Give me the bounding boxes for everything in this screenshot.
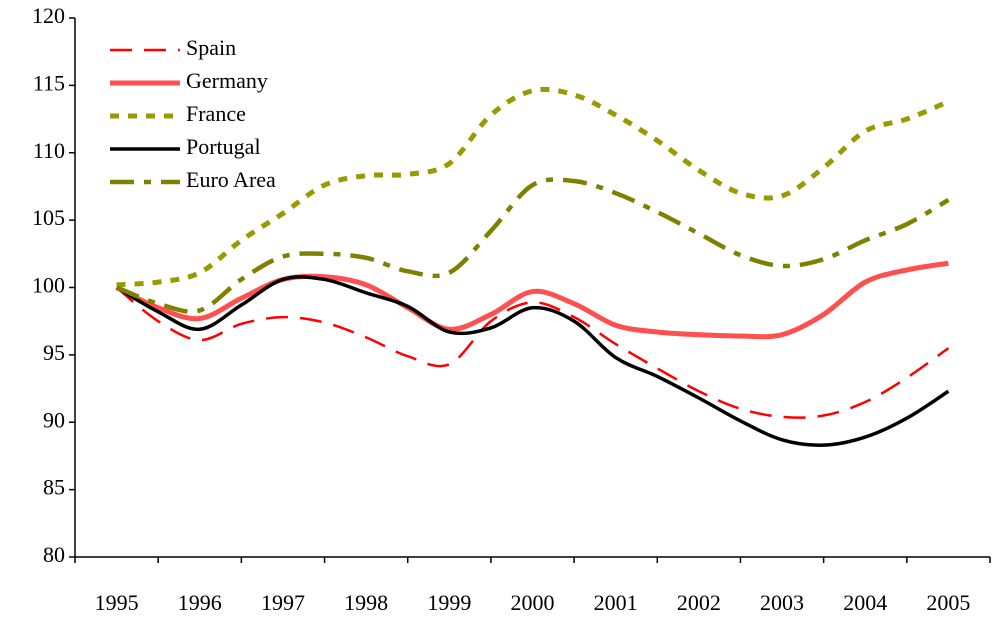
y-tick-label: 80: [43, 542, 65, 567]
legend-label: Spain: [186, 35, 236, 60]
y-tick-label: 110: [33, 138, 65, 163]
x-tick-label: 2002: [677, 590, 721, 615]
y-tick-label: 85: [43, 475, 65, 500]
x-tick-label: 2001: [594, 590, 638, 615]
y-tick-label: 100: [32, 273, 65, 298]
x-tick-label: 2005: [926, 590, 970, 615]
x-tick-label: 1999: [427, 590, 471, 615]
legend-label: France: [186, 101, 246, 126]
series-line: [115, 275, 950, 447]
x-tick-label: 2004: [843, 590, 887, 615]
x-tick-label: 1997: [261, 590, 305, 615]
x-tick-label: 2003: [760, 590, 804, 615]
x-tick-label: 1998: [344, 590, 388, 615]
legend-label: Germany: [186, 68, 268, 93]
series-line: [116, 86, 950, 288]
series-line: [115, 177, 950, 314]
y-tick-label: 90: [43, 407, 65, 432]
series-line: [115, 260, 949, 340]
legend-label: Euro Area: [186, 167, 276, 192]
x-tick-label: 1996: [178, 590, 222, 615]
y-tick-label: 105: [32, 205, 65, 230]
y-tick-label: 120: [32, 3, 65, 28]
x-tick-label: 2000: [511, 590, 555, 615]
legend-label: Portugal: [186, 134, 261, 159]
y-tick-label: 115: [33, 70, 65, 95]
series-line: [115, 286, 950, 419]
y-tick-label: 95: [43, 340, 65, 365]
x-tick-label: 1995: [95, 590, 139, 615]
